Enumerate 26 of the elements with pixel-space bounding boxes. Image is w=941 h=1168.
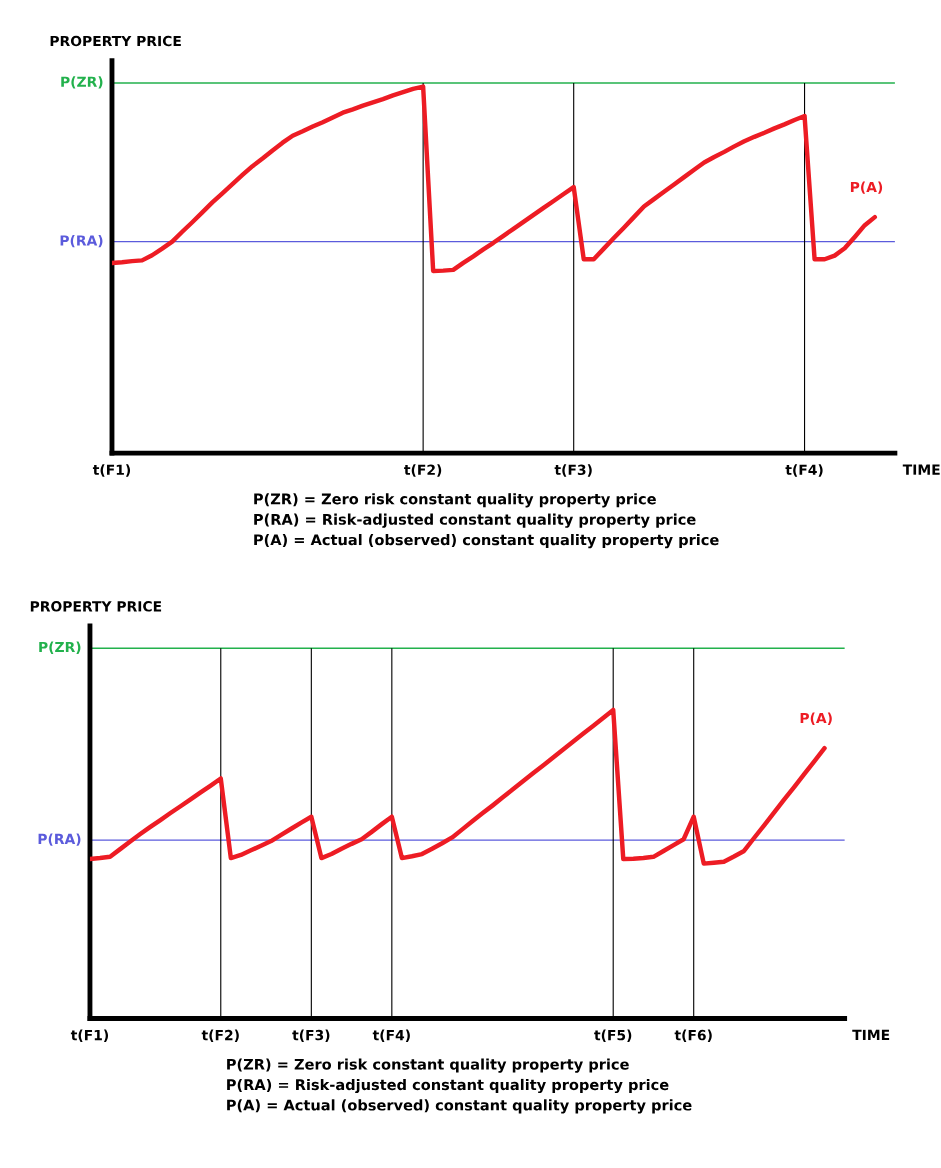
x-tick-label: t(F4) [372,1029,410,1042]
x-axis-title: TIME [852,1029,890,1040]
ref-line-label: P(ZR) [61,76,103,89]
text: P(ZR) = Zero risk constant quality property price [254,493,656,508]
ref-line-label: P(ZR) [39,641,81,654]
y-axis-title: PROPERTY PRICE [50,35,181,47]
text: P(ZR) = Zero risk constant quality property price [227,1058,629,1073]
series-label: P(A) [850,181,883,194]
x-tick-label: t(F6) [674,1029,712,1042]
y-axis-title: PROPERTY PRICE [30,601,162,612]
x-tick-label: t(F4) [785,464,823,477]
ref-line-label: P(RA) [60,234,103,248]
x-tick-label: t(F3) [554,464,592,477]
x-tick-label: t(F1) [70,1029,109,1042]
x-tick-label: t(F2) [201,1029,239,1042]
x-tick-label: t(F2) [404,464,442,477]
text: P(RA) = Risk-adjusted constant quality property price [227,1078,669,1094]
text: P(A) = Actual (observed) constant quality property price [227,1099,692,1114]
text: P(RA) = Risk-adjusted constant quality property price [254,513,696,528]
x-tick-label: t(F3) [292,1029,330,1042]
series-label: P(A) [800,712,832,725]
ref-line-label: P(RA) [38,833,81,846]
x-tick-label: t(F1) [92,464,131,477]
x-tick-label: t(F5) [594,1029,632,1042]
text: P(A) = Actual (observed) constant quality property price [254,533,719,549]
x-axis-title: TIME [902,464,940,475]
